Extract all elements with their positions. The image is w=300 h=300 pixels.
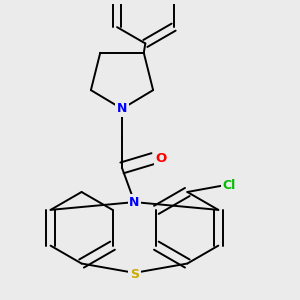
Text: Cl: Cl	[223, 179, 236, 192]
Text: S: S	[130, 268, 139, 281]
Text: N: N	[117, 102, 127, 115]
Text: N: N	[129, 196, 140, 208]
Text: O: O	[155, 152, 167, 165]
